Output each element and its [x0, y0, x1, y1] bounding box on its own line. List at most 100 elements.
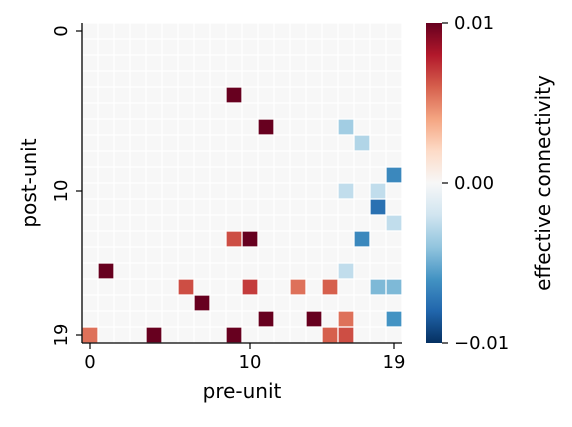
heatmap-cell: [354, 23, 370, 39]
heatmap-cell: [306, 247, 322, 263]
heatmap-cell: [322, 23, 338, 39]
heatmap-cell: [386, 71, 402, 87]
heatmap-cell: [258, 39, 274, 55]
heatmap-cell: [338, 167, 354, 183]
heatmap-cell: [274, 215, 290, 231]
heatmap-cell: [290, 183, 306, 199]
heatmap-cell: [82, 279, 98, 295]
heatmap-cell-nonzero: [98, 263, 114, 279]
heatmap-cell: [98, 71, 114, 87]
heatmap-cell: [162, 167, 178, 183]
heatmap-cell-nonzero: [258, 119, 274, 135]
heatmap-cell: [306, 103, 322, 119]
heatmap-cell: [162, 279, 178, 295]
heatmap-cell: [306, 23, 322, 39]
heatmap-cell-nonzero: [386, 167, 402, 183]
heatmap-cell: [178, 183, 194, 199]
heatmap-cell: [114, 183, 130, 199]
heatmap-cell: [274, 23, 290, 39]
heatmap-cell: [130, 119, 146, 135]
heatmap-cell-nonzero: [306, 311, 322, 327]
heatmap-cell: [370, 135, 386, 151]
heatmap-cell: [146, 199, 162, 215]
heatmap-cell: [242, 39, 258, 55]
heatmap-cell: [194, 151, 210, 167]
heatmap-cell: [370, 295, 386, 311]
heatmap-cell-nonzero: [226, 327, 242, 343]
heatmap-cell: [258, 327, 274, 343]
heatmap-cell-nonzero: [370, 199, 386, 215]
heatmap-cell: [130, 135, 146, 151]
heatmap-cell: [386, 119, 402, 135]
heatmap-cell: [338, 87, 354, 103]
heatmap-cell: [258, 215, 274, 231]
colorbar-label: effective connectivity: [531, 75, 555, 291]
heatmap-cell: [306, 231, 322, 247]
heatmap-cell: [258, 231, 274, 247]
heatmap-cell: [162, 119, 178, 135]
heatmap-cell: [258, 199, 274, 215]
heatmap-cell: [322, 295, 338, 311]
heatmap-cell: [226, 135, 242, 151]
heatmap-cell: [146, 215, 162, 231]
heatmap-cell: [242, 167, 258, 183]
heatmap-cell: [98, 295, 114, 311]
heatmap-cell: [290, 295, 306, 311]
heatmap-cell-nonzero: [370, 279, 386, 295]
heatmap-cell: [178, 87, 194, 103]
heatmap-cell: [226, 247, 242, 263]
heatmap-cell: [194, 247, 210, 263]
heatmap-cell: [274, 167, 290, 183]
heatmap-cell: [210, 23, 226, 39]
heatmap-cell: [210, 87, 226, 103]
heatmap-cell: [370, 119, 386, 135]
heatmap-cell-nonzero: [386, 311, 402, 327]
heatmap-cell: [290, 215, 306, 231]
heatmap-cell: [338, 151, 354, 167]
heatmap-cell: [274, 39, 290, 55]
heatmap-cell: [98, 231, 114, 247]
heatmap-cell: [274, 327, 290, 343]
heatmap-cell: [130, 295, 146, 311]
heatmap-cell: [146, 183, 162, 199]
heatmap-cell: [82, 311, 98, 327]
heatmap-cell: [98, 87, 114, 103]
heatmap-cell: [386, 247, 402, 263]
heatmap-cell: [338, 279, 354, 295]
heatmap-cell: [386, 199, 402, 215]
heatmap-cell: [242, 55, 258, 71]
heatmap-cell: [98, 311, 114, 327]
heatmap-cell: [338, 295, 354, 311]
heatmap-cell: [322, 87, 338, 103]
heatmap-cell: [258, 23, 274, 39]
heatmap-cell: [98, 39, 114, 55]
heatmap-cell: [370, 263, 386, 279]
heatmap-cell: [178, 167, 194, 183]
heatmap-cell: [82, 39, 98, 55]
heatmap-cell: [306, 119, 322, 135]
heatmap-cell: [194, 183, 210, 199]
heatmap-cell: [258, 279, 274, 295]
colorbar-tick-label: 0.01: [454, 13, 494, 34]
heatmap-cell-nonzero: [338, 263, 354, 279]
heatmap-cell: [82, 135, 98, 151]
heatmap-cell: [146, 23, 162, 39]
heatmap-cell: [290, 151, 306, 167]
heatmap-cell: [274, 151, 290, 167]
heatmap-cell: [306, 87, 322, 103]
heatmap-cell: [370, 39, 386, 55]
heatmap-cell: [82, 231, 98, 247]
heatmap-cell: [194, 103, 210, 119]
heatmap-cell-nonzero: [146, 327, 162, 343]
heatmap-cell: [194, 199, 210, 215]
heatmap-cell: [194, 263, 210, 279]
heatmap-cell: [370, 55, 386, 71]
heatmap-cell-nonzero: [386, 215, 402, 231]
heatmap-cell: [130, 263, 146, 279]
heatmap-cell: [274, 263, 290, 279]
heatmap-cell-nonzero: [338, 327, 354, 343]
heatmap-cell: [194, 87, 210, 103]
heatmap-cell-nonzero: [242, 279, 258, 295]
heatmap-cell-nonzero: [258, 311, 274, 327]
